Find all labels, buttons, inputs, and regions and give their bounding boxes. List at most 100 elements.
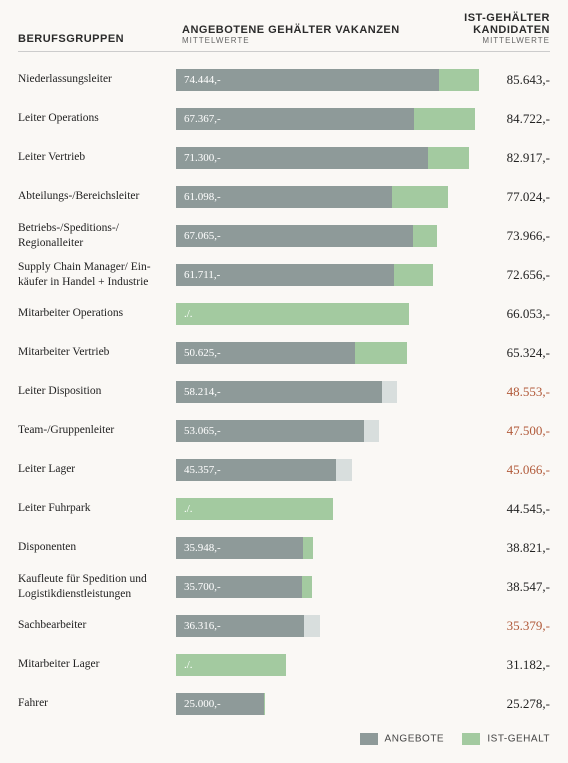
legend-actual-label: IST-GEHALT <box>487 734 550 745</box>
job-label: Leiter Lager <box>18 462 176 476</box>
swatch-offer <box>360 733 378 745</box>
job-label: Mitarbeiter Operations <box>18 306 176 320</box>
actual-value: 85.643,- <box>480 72 550 88</box>
job-label: Leiter Fuhrpark <box>18 501 176 515</box>
bar-offer-text: 61.098,- <box>176 191 221 203</box>
bar-offer: 58.214,- <box>176 381 382 403</box>
actual-value: 73.966,- <box>480 228 550 244</box>
actual-value: 35.379,- <box>480 618 550 634</box>
bar-offer-text: 50.625,- <box>176 347 221 359</box>
bar-zone: 53.065,- <box>176 418 480 444</box>
bar-offer-text: 36.316,- <box>176 620 221 632</box>
actual-value: 38.821,- <box>480 540 550 556</box>
actual-value: 44.545,- <box>480 501 550 517</box>
job-label: Mitarbeiter Vertrieb <box>18 345 176 359</box>
chart-row: Kaufleute für Spedition und Logistikdien… <box>18 569 550 604</box>
chart-rows: Niederlassungsleiter74.444,- 85.643,- Leit… <box>18 62 550 721</box>
chart-row: Leiter Fuhrpark./. 44.545,- <box>18 491 550 526</box>
job-label: Abteilungs-/Bereichsleiter <box>18 189 176 203</box>
bar-offer-text: ./. <box>176 659 193 671</box>
job-label: Mitarbeiter Lager <box>18 657 176 671</box>
bar-offer: 61.711,- <box>176 264 394 286</box>
chart-header: BERUFSGRUPPEN ANGEBOTENE GEHÄLTER VAKANZ… <box>18 12 550 52</box>
legend-offer-label: ANGEBOTE <box>385 734 445 745</box>
actual-value: 47.500,- <box>480 423 550 439</box>
job-label: Sachbearbeiter <box>18 618 176 632</box>
actual-value: 25.278,- <box>480 696 550 712</box>
header-col2-main: ANGEBOTENE GEHÄLTER VAKANZEN <box>182 24 400 36</box>
bar-zone: 61.711,- <box>176 262 480 288</box>
bar-offer: 25.000,- <box>176 693 264 715</box>
bar-zone: 35.948,- <box>176 535 480 561</box>
actual-value: 66.053,- <box>480 306 550 322</box>
chart-row: Supply Chain Manager/ Ein-käufer in Hand… <box>18 257 550 292</box>
chart-row: Leiter Disposition58.214,- 48.553,- <box>18 374 550 409</box>
actual-value: 72.656,- <box>480 267 550 283</box>
bar-offer-text: ./. <box>176 503 193 515</box>
bar-offer: 61.098,- <box>176 186 392 208</box>
bar-zone: 35.700,- <box>176 574 480 600</box>
chart-row: Disponenten35.948,- 38.821,- <box>18 530 550 565</box>
bar-offer: 35.948,- <box>176 537 303 559</box>
bar-zone: 36.316,- <box>176 613 480 639</box>
bar-offer: 50.625,- <box>176 342 355 364</box>
actual-value: 38.547,- <box>480 579 550 595</box>
actual-value: 77.024,- <box>480 189 550 205</box>
bar-offer: 67.367,- <box>176 108 414 130</box>
chart-row: Mitarbeiter Operations./. 66.053,- <box>18 296 550 331</box>
actual-value: 31.182,- <box>480 657 550 673</box>
bar-offer-text: ./. <box>176 308 193 320</box>
bar-offer-text: 74.444,- <box>176 74 221 86</box>
bar-zone: 74.444,- <box>176 67 480 93</box>
bar-offer: 71.300,- <box>176 147 428 169</box>
chart-row: Team-/Gruppenleiter53.065,- 47.500,- <box>18 413 550 448</box>
bar-offer-text: 25.000,- <box>176 698 221 710</box>
chart-row: Betriebs-/Speditions-/ Regionalleiter67.… <box>18 218 550 253</box>
bar-zone: 50.625,- <box>176 340 480 366</box>
bar-offer: 67.065,- <box>176 225 413 247</box>
job-label: Betriebs-/Speditions-/ Regionalleiter <box>18 221 176 250</box>
bar-offer-text: 58.214,- <box>176 386 221 398</box>
swatch-actual <box>462 733 480 745</box>
header-col1: BERUFSGRUPPEN <box>18 33 176 45</box>
chart-row: Niederlassungsleiter74.444,- 85.643,- <box>18 62 550 97</box>
bar-offer-text: 45.357,- <box>176 464 221 476</box>
bar-zone: 58.214,- <box>176 379 480 405</box>
bar-actual: ./. <box>176 498 333 520</box>
bar-zone: 25.000,- <box>176 691 480 717</box>
bar-offer-text: 67.367,- <box>176 113 221 125</box>
chart-row: Leiter Lager45.357,- 45.066,- <box>18 452 550 487</box>
job-label: Niederlassungsleiter <box>18 72 176 86</box>
bar-offer-text: 35.948,- <box>176 542 221 554</box>
job-label: Supply Chain Manager/ Ein-käufer in Hand… <box>18 260 176 289</box>
bar-zone: 67.367,- <box>176 106 480 132</box>
job-label: Leiter Operations <box>18 111 176 125</box>
job-label: Leiter Vertrieb <box>18 150 176 164</box>
bar-offer: 35.700,- <box>176 576 302 598</box>
header-col3-sub: MITTELWERTE <box>400 36 550 45</box>
actual-value: 84.722,- <box>480 111 550 127</box>
bar-zone: 45.357,- <box>176 457 480 483</box>
chart-row: Sachbearbeiter36.316,- 35.379,- <box>18 608 550 643</box>
bar-offer-text: 71.300,- <box>176 152 221 164</box>
job-label: Kaufleute für Spedition und Logistikdien… <box>18 572 176 601</box>
job-label: Team-/Gruppenleiter <box>18 423 176 437</box>
actual-value: 48.553,- <box>480 384 550 400</box>
legend-offer: ANGEBOTE <box>360 733 444 745</box>
bar-offer: 36.316,- <box>176 615 304 637</box>
bar-offer-text: 53.065,- <box>176 425 221 437</box>
bar-offer-text: 67.065,- <box>176 230 221 242</box>
bar-zone: ./. <box>176 496 480 522</box>
chart-row: Abteilungs-/Bereichsleiter61.098,- 77.024… <box>18 179 550 214</box>
actual-value: 82.917,- <box>480 150 550 166</box>
actual-value: 45.066,- <box>480 462 550 478</box>
bar-offer-text: 35.700,- <box>176 581 221 593</box>
bar-offer: 53.065,- <box>176 420 364 442</box>
bar-zone: 71.300,- <box>176 145 480 171</box>
job-label: Fahrer <box>18 696 176 710</box>
header-col3-main: IST-GEHÄLTER KANDIDATEN <box>400 12 550 36</box>
job-label: Leiter Disposition <box>18 384 176 398</box>
job-label: Disponenten <box>18 540 176 554</box>
chart-legend: ANGEBOTE IST-GEHALT <box>18 733 550 745</box>
chart-row: Leiter Vertrieb71.300,- 82.917,- <box>18 140 550 175</box>
